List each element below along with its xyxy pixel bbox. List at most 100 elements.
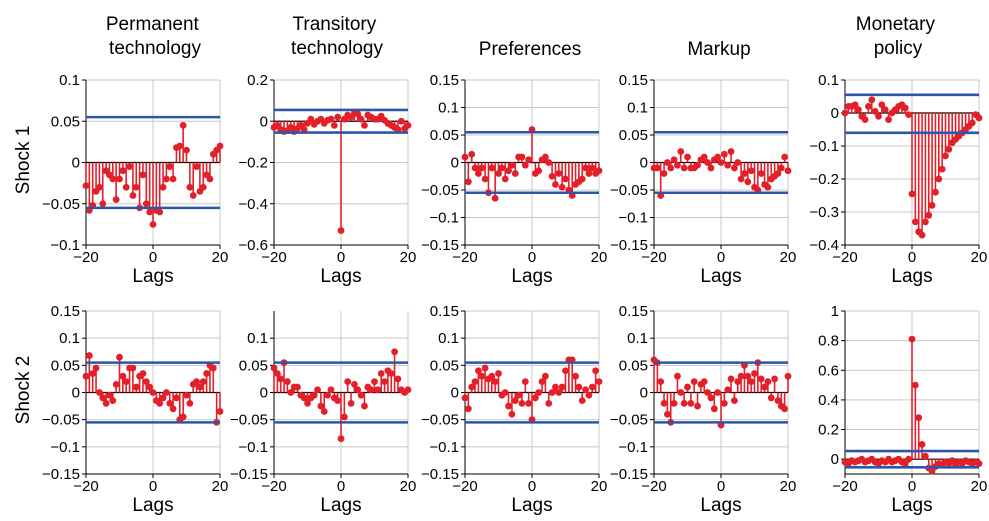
stem-marker (777, 164, 785, 172)
stem-marker (277, 375, 285, 383)
stem-marker (394, 375, 402, 383)
stem-marker (714, 389, 722, 396)
stem-marker (501, 175, 509, 183)
x-tick-label: −20 (641, 249, 666, 266)
y-tick-label: 0 (831, 451, 839, 468)
stem-marker (945, 145, 953, 153)
y-tick-label: −0.1 (618, 439, 648, 456)
stem-marker (542, 153, 549, 161)
panel-shock-1-transitory-technology: −0.6 −0.4 −0.2 0 0.2 −20 0 20 Lags (238, 72, 416, 287)
y-tick-label: −0.05 (421, 412, 459, 429)
stem-marker (875, 112, 882, 120)
x-axis-label: Lags (700, 495, 741, 516)
stem-marker (784, 167, 792, 175)
stem-marker (707, 394, 715, 402)
stem-marker (975, 460, 983, 468)
stem-marker (747, 378, 755, 386)
panel-shock-2-transitory-technology: −0.15 −0.1 −0.05 0 0.05 0.1 −20 0 20 Lags (230, 311, 416, 516)
y-tick-label: −0.15 (610, 466, 648, 483)
y-tick-label: 0.1 (59, 330, 80, 347)
stem-marker (865, 103, 872, 110)
panels: −0.1 −0.05 0 0.05 0.1 −20 0 20 Lags −0.6 −0.4 −0.2 0… (42, 72, 987, 516)
stem-marker (106, 391, 113, 399)
stem-marker (367, 386, 375, 394)
stem-marker (92, 364, 100, 372)
stem-marker (116, 353, 123, 361)
stem-marker (744, 178, 752, 186)
stem-marker (720, 399, 728, 407)
panel-shock-2-permanent-technology: −0.15 −0.1 −0.05 0 0.05 0.1 0.15 −20 0 20 Lags (42, 303, 228, 516)
x-tick-label: −20 (261, 478, 286, 495)
stem-marker (179, 413, 187, 421)
stem-marker (558, 183, 566, 191)
stem-marker (166, 163, 174, 171)
stem-marker (928, 202, 936, 209)
y-tick-label: −0.4 (809, 237, 839, 254)
x-tick-label: 20 (591, 249, 608, 266)
stem-marker (159, 394, 167, 402)
stem-marker (585, 391, 593, 399)
stem-marker (677, 389, 685, 396)
y-tick-label: 0.05 (430, 357, 459, 374)
stem-marker (317, 402, 325, 410)
stem-marker (327, 115, 335, 123)
stem-marker (727, 148, 735, 155)
column-title-markup: Markup (687, 39, 750, 60)
y-tick-label: 0.1 (247, 330, 268, 347)
x-tick-label: 20 (780, 478, 797, 495)
y-tick-label: 0.1 (438, 330, 459, 347)
stem-marker (575, 383, 583, 391)
stem-marker (744, 372, 752, 380)
stem-marker (757, 375, 765, 383)
stem-marker (149, 389, 157, 396)
y-tick-label: −0.05 (230, 412, 268, 429)
stem-marker (468, 383, 476, 391)
stem-marker (521, 161, 529, 169)
y-tick-label: 0.4 (818, 392, 839, 409)
stem-marker (132, 383, 140, 391)
x-tick-label: 0 (717, 478, 725, 495)
y-tick-label: −0.15 (610, 237, 648, 254)
x-axis-label: Lags (700, 266, 741, 287)
stem-marker (717, 159, 725, 166)
column-title-monetary-policy: Monetary policy (856, 14, 940, 59)
stem-marker (404, 121, 412, 129)
y-tick-label: −0.05 (610, 412, 648, 429)
stem-marker (112, 196, 120, 204)
stem-marker (932, 188, 939, 196)
x-axis-label: Lags (320, 266, 361, 287)
y-tick-label: 0 (72, 385, 80, 402)
stem-marker (670, 156, 678, 164)
stem-marker (562, 367, 569, 375)
x-tick-label: 20 (400, 478, 417, 495)
y-tick-label: 0 (72, 155, 80, 172)
stem-marker (404, 386, 412, 394)
stem-marker (538, 378, 546, 386)
panel-shock-1-markup: −0.15 −0.1 −0.05 0 0.05 0.1 0.15 −20 0 20 Lags (610, 72, 796, 287)
y-tick-label: 0.05 (51, 357, 80, 374)
x-tick-label: −20 (832, 249, 857, 266)
x-tick-label: −20 (452, 249, 477, 266)
stem-marker (572, 372, 579, 380)
stem-marker (552, 383, 559, 391)
y-tick-label: −0.05 (421, 182, 459, 199)
x-axis-label: Lags (320, 495, 361, 516)
y-tick-label: 0.8 (818, 333, 839, 350)
stem-marker (99, 394, 107, 402)
stem-marker (724, 386, 732, 394)
stem-marker (85, 352, 93, 359)
stem-marker (774, 397, 782, 405)
stem-marker (687, 399, 695, 407)
stem-marker (595, 378, 603, 386)
stem-marker (704, 159, 711, 166)
stem-marker (555, 389, 563, 396)
stem-marker (387, 370, 395, 377)
stem-marker (357, 115, 365, 123)
stem-marker (707, 164, 715, 172)
stem-marker (761, 383, 768, 391)
stem-marker (294, 383, 301, 391)
y-tick-label: −0.1 (238, 439, 268, 456)
x-axis-label: Lags (511, 495, 552, 516)
stem-marker (391, 348, 398, 356)
stem-marker (938, 165, 946, 173)
